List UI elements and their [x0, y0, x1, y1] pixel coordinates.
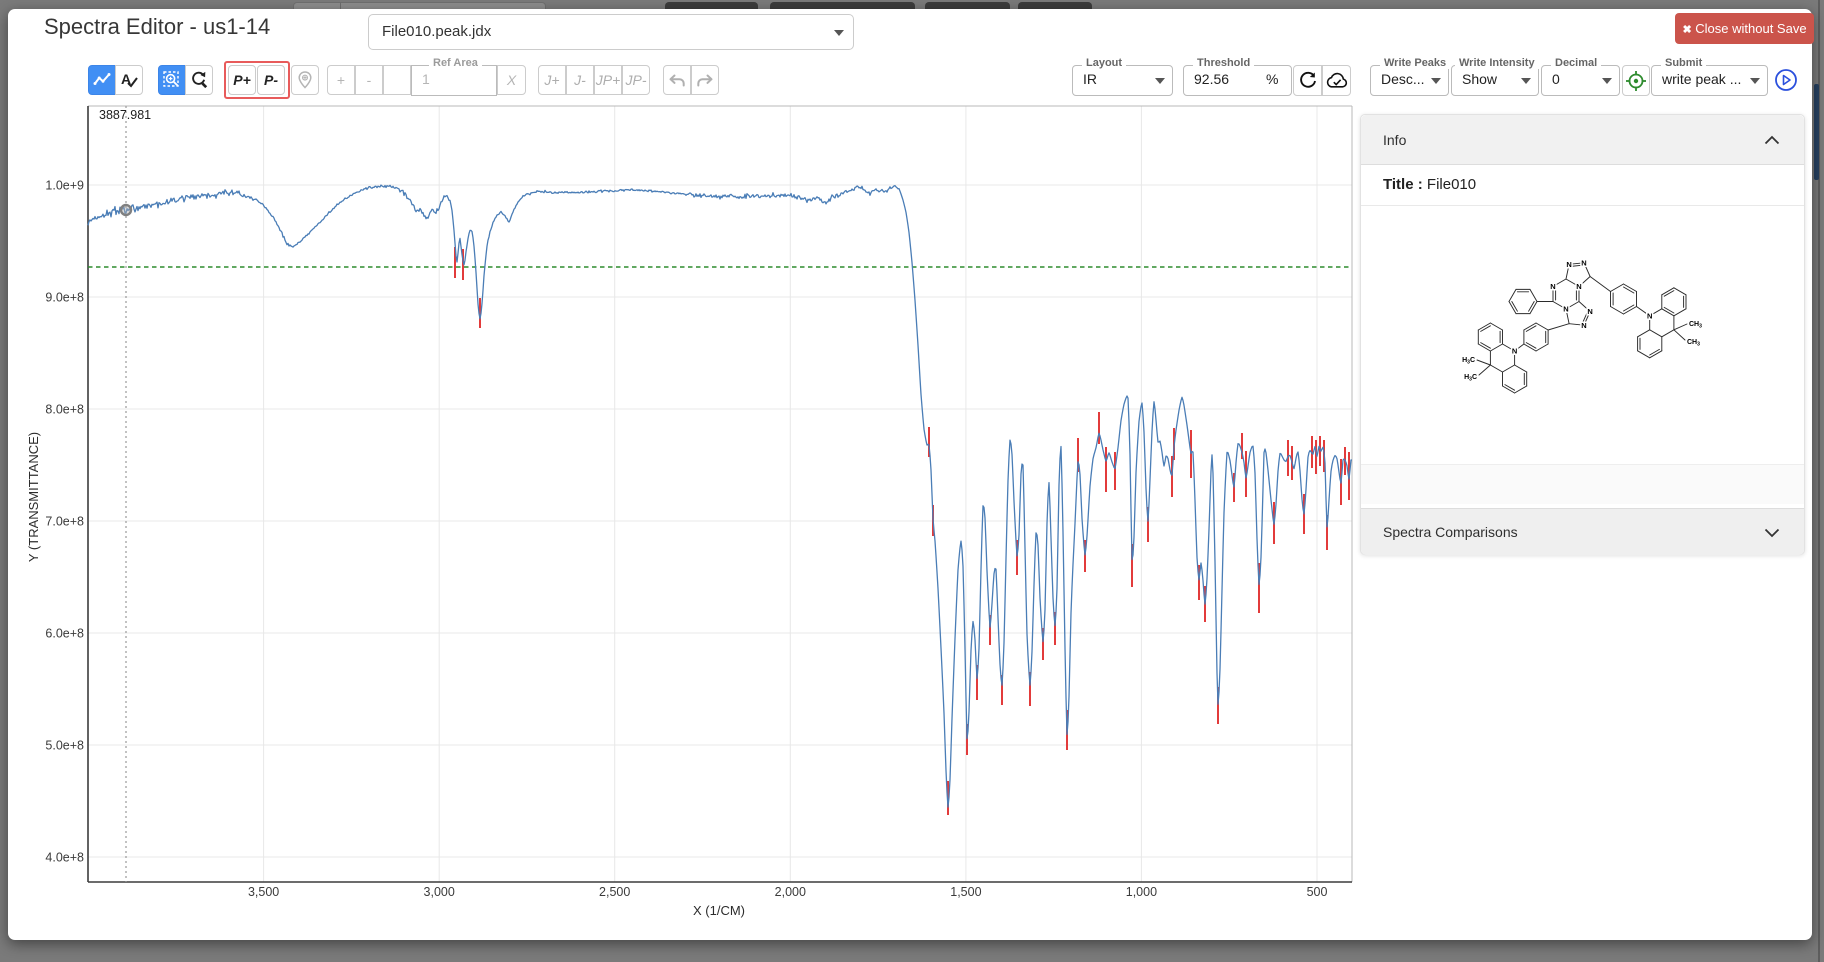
svg-text:N: N	[1581, 321, 1586, 330]
svg-text:Y (TRANSMITTANCE): Y (TRANSMITTANCE)	[28, 432, 41, 562]
svg-text:3,000: 3,000	[424, 885, 455, 899]
svg-text:N: N	[1587, 307, 1592, 316]
svg-text:9.0e+8: 9.0e+8	[45, 291, 84, 305]
svg-text:N: N	[1576, 282, 1581, 291]
svg-text:5.0e+8: 5.0e+8	[45, 739, 84, 753]
svg-text:8.0e+8: 8.0e+8	[45, 403, 84, 417]
svg-text:4.0e+8: 4.0e+8	[45, 851, 84, 865]
svg-text:500: 500	[1307, 885, 1328, 899]
svg-text:N: N	[1566, 260, 1571, 269]
svg-text:2,000: 2,000	[775, 885, 806, 899]
svg-text:N: N	[1647, 311, 1652, 320]
svg-text:X (1/CM): X (1/CM)	[693, 903, 745, 918]
svg-text:N: N	[1550, 282, 1555, 291]
svg-text:CH3: CH3	[1687, 339, 1700, 348]
svg-text:1.0e+9: 1.0e+9	[45, 179, 84, 193]
svg-text:N: N	[1563, 305, 1568, 314]
svg-text:N: N	[1581, 258, 1586, 267]
svg-text:1,000: 1,000	[1126, 885, 1157, 899]
svg-text:2,500: 2,500	[599, 885, 630, 899]
svg-text:A: A	[121, 71, 131, 87]
svg-text:7.0e+8: 7.0e+8	[45, 515, 84, 529]
svg-text:H3C: H3C	[1462, 357, 1475, 366]
svg-text:6.0e+8: 6.0e+8	[45, 627, 84, 641]
svg-text:N: N	[1512, 347, 1517, 356]
svg-text:CH3: CH3	[1689, 321, 1702, 330]
svg-text:1,500: 1,500	[950, 885, 981, 899]
svg-text:3887.981: 3887.981	[99, 108, 151, 122]
svg-text:H3C: H3C	[1464, 374, 1477, 383]
svg-text:3,500: 3,500	[248, 885, 279, 899]
